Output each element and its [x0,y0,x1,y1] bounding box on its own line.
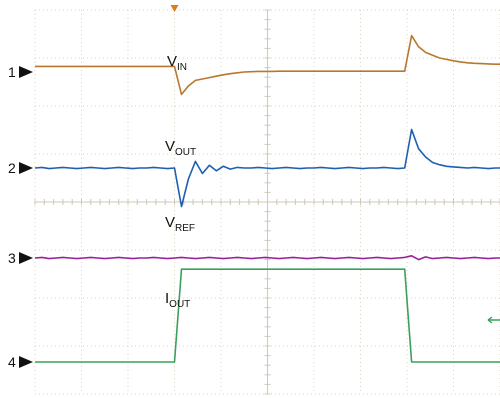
trace-label-main: V [167,53,177,70]
trace-label: VREF [165,214,195,234]
channel-marker-label: 2 [8,160,16,176]
channel-marker-group: 1 2 3 4 [8,64,33,370]
trace-v-out [34,128,500,208]
channel-marker-arrow-icon [19,356,33,368]
channel-marker-label: 4 [8,354,16,370]
trace-label: VIN [167,53,187,73]
trace-label-main: V [165,138,175,155]
trace-v-in [35,34,500,96]
channel-marker-label: 3 [8,250,16,266]
trace-label-main: I [165,290,169,307]
trace-i-out [35,268,500,363]
channel-marker-arrow-icon [19,162,33,174]
trace-label-subscript: REF [175,223,195,234]
channel-marker-arrow-icon [19,66,33,78]
channel-marker-label: 1 [8,64,16,80]
trace-label: VOUT [165,138,196,158]
offscreen-indicator-icon [487,316,500,324]
indicator-group [170,5,500,324]
trace-label-subscript: IN [177,62,187,73]
channel-marker-arrow-icon [19,252,33,264]
graticule-grid [34,9,500,395]
trigger-position-icon [170,5,179,12]
trace-label-subscript: OUT [169,299,190,310]
trace-label-main: V [165,214,175,231]
trace-label-subscript: OUT [175,147,196,158]
trace-group [34,34,500,363]
trace-label: IOUT [165,290,190,310]
trace-v-ref [34,255,500,261]
